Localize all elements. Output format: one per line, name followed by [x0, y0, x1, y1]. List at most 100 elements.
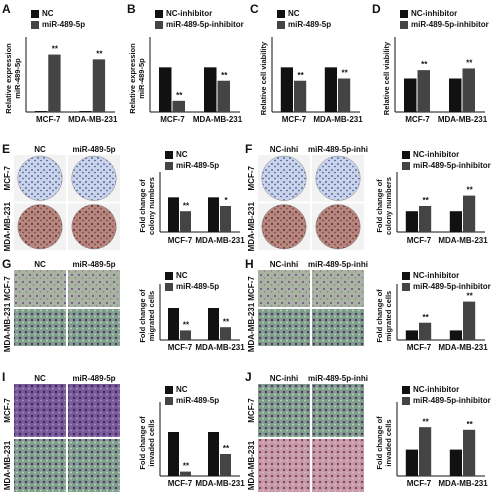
bar [48, 54, 61, 112]
panel-label: G [2, 257, 11, 271]
x-tick-label: MDA-MB-231 [438, 115, 488, 124]
significance-mark: ** [223, 444, 230, 453]
panel-label: B [127, 2, 136, 16]
culture-dish [71, 155, 117, 201]
legend-label: NC [288, 9, 300, 18]
bar [168, 432, 179, 476]
x-tick-label: MCF-7 [160, 115, 185, 124]
bar [92, 59, 106, 112]
significance-mark: ** [422, 196, 429, 205]
image-tile [312, 384, 364, 437]
significance-mark: ** [466, 292, 473, 301]
bar [462, 68, 475, 112]
y-axis-label: invaded cells [147, 419, 156, 466]
panel-label: J [245, 370, 252, 384]
significance-mark: ** [221, 71, 228, 80]
bar [405, 211, 418, 232]
bar [338, 78, 351, 112]
legend-swatch [165, 397, 173, 405]
significance-mark: ** [466, 59, 473, 68]
image-row-label: MDA-MB-231 [3, 440, 12, 490]
legend-swatch [402, 386, 410, 394]
legend-swatch [277, 10, 285, 18]
bar [280, 67, 293, 112]
legend-swatch [402, 162, 410, 170]
bar [404, 78, 417, 112]
image-column-label: NC-inhi [270, 260, 298, 269]
legend-label: miR-489-5p [42, 20, 85, 29]
bar [449, 330, 462, 340]
y-axis-label: miR-489-5p [13, 58, 22, 99]
bar [449, 78, 462, 112]
image-column-label: NC-inhi [270, 374, 298, 383]
panel-label: C [250, 2, 259, 16]
image-tile [14, 270, 66, 307]
legend-label: NC [176, 271, 188, 280]
legend-label: miR-489-5p [176, 396, 219, 405]
y-axis-label: migrated cells [384, 291, 393, 341]
significance-mark: ** [341, 69, 348, 78]
culture-dish [315, 155, 361, 201]
bar [180, 330, 191, 340]
legend-swatch [165, 272, 173, 280]
legend-label: NC-inhibitor [413, 385, 459, 394]
bar [405, 449, 418, 476]
image-tile [312, 439, 364, 492]
bar [180, 211, 191, 232]
culture-dish [261, 204, 307, 250]
y-axis-label: invaded cells [384, 419, 393, 466]
x-tick-label: MCF-7 [168, 343, 193, 352]
bar [294, 80, 307, 112]
bar [463, 301, 476, 340]
culture-dish [17, 155, 63, 201]
legend-swatch [402, 283, 410, 291]
panel-label: F [245, 142, 252, 156]
image-column-label: NC [34, 260, 46, 269]
image-column-label: NC-inhi [270, 145, 298, 154]
image-tile [68, 270, 120, 307]
bar [463, 429, 476, 476]
panel-label: A [2, 2, 11, 16]
significance-mark: ** [183, 321, 190, 330]
image-row-label: MCF-7 [3, 276, 12, 301]
legend-swatch [402, 397, 410, 405]
significance-mark: ** [421, 60, 428, 69]
significance-mark: ** [223, 317, 230, 326]
legend-label: miR-489-5p [176, 161, 219, 170]
image-tile [258, 384, 310, 437]
legend-label: NC [176, 385, 188, 394]
bar [159, 67, 172, 112]
culture-dish [17, 204, 63, 250]
significance-mark: ** [466, 420, 473, 429]
x-tick-label: MCF-7 [407, 343, 432, 352]
image-tile [312, 309, 364, 346]
legend-swatch [400, 10, 408, 18]
bar [180, 471, 191, 476]
legend-swatch [155, 21, 163, 29]
image-tile [68, 439, 120, 492]
legend-label: NC [42, 9, 54, 18]
image-row-label: MDA-MB-231 [247, 302, 256, 352]
legend-label: miR-489-5p-inhibitor [166, 20, 244, 29]
image-tile [312, 270, 364, 307]
legend-swatch [402, 151, 410, 159]
bar [168, 197, 179, 232]
bar [220, 454, 231, 476]
image-tile [14, 439, 66, 492]
y-axis-label: Fold change of [375, 179, 384, 233]
image-column-label: miR-489-5p [72, 374, 115, 383]
panel-label: I [2, 370, 5, 384]
x-tick-label: MDA-MB-231 [68, 115, 118, 124]
legend-label: miR-489-5p-inhibitor [413, 282, 491, 291]
culture-dish [315, 204, 361, 250]
image-column-label: miR-489-5p-inhi [308, 145, 368, 154]
bar [324, 67, 337, 112]
legend-label: miR-489-5p [176, 282, 219, 291]
image-column-label: miR-489-5p [72, 145, 115, 154]
legend-swatch [402, 272, 410, 280]
x-tick-label: MDA-MB-231 [438, 236, 488, 245]
legend-label: NC-inhibitor [413, 271, 459, 280]
y-axis-label: Relative expression [4, 43, 13, 114]
bar [34, 111, 48, 112]
